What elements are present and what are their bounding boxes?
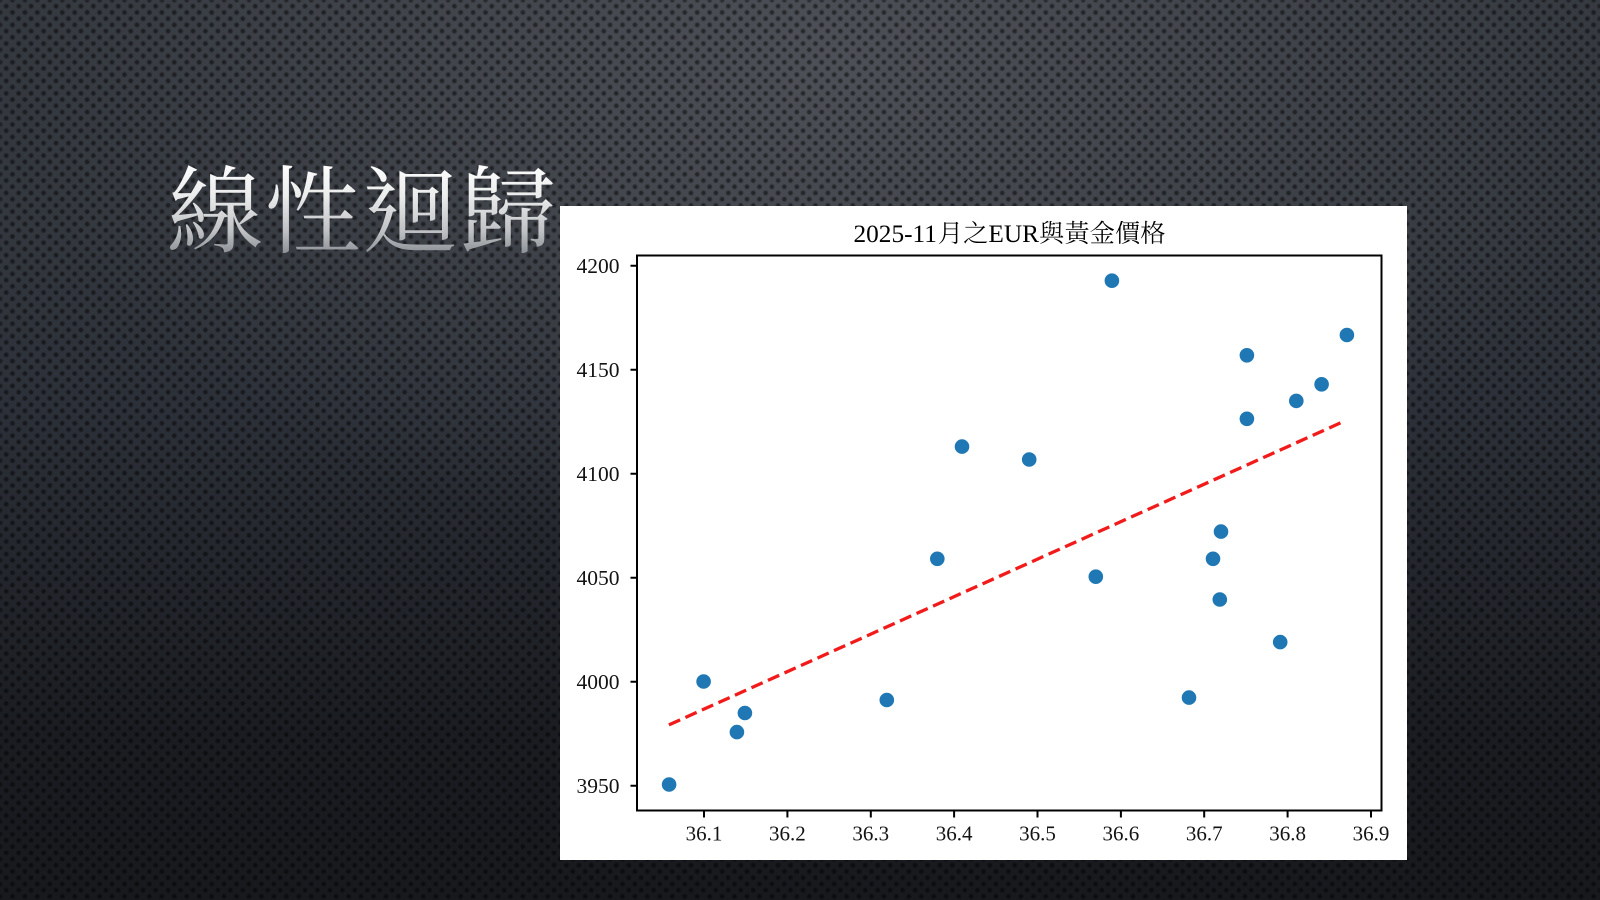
svg-text:4150: 4150: [577, 358, 620, 382]
svg-text:2025-11: 2025-11: [854, 220, 937, 248]
svg-text:EUR: EUR: [988, 220, 1039, 248]
svg-text:36.5: 36.5: [1019, 822, 1056, 846]
svg-text:36.3: 36.3: [852, 822, 889, 846]
svg-text:4200: 4200: [577, 254, 620, 278]
svg-text:36.9: 36.9: [1353, 822, 1390, 846]
svg-text:3950: 3950: [577, 774, 620, 798]
svg-text:36.8: 36.8: [1269, 822, 1306, 846]
svg-text:36.4: 36.4: [936, 822, 973, 846]
svg-text:4000: 4000: [577, 670, 620, 694]
svg-text:36.1: 36.1: [686, 822, 723, 846]
svg-text:36.6: 36.6: [1103, 822, 1140, 846]
svg-text:4050: 4050: [577, 566, 620, 590]
svg-text:36.2: 36.2: [769, 822, 806, 846]
svg-text:4100: 4100: [577, 462, 620, 486]
svg-text:36.7: 36.7: [1186, 822, 1223, 846]
